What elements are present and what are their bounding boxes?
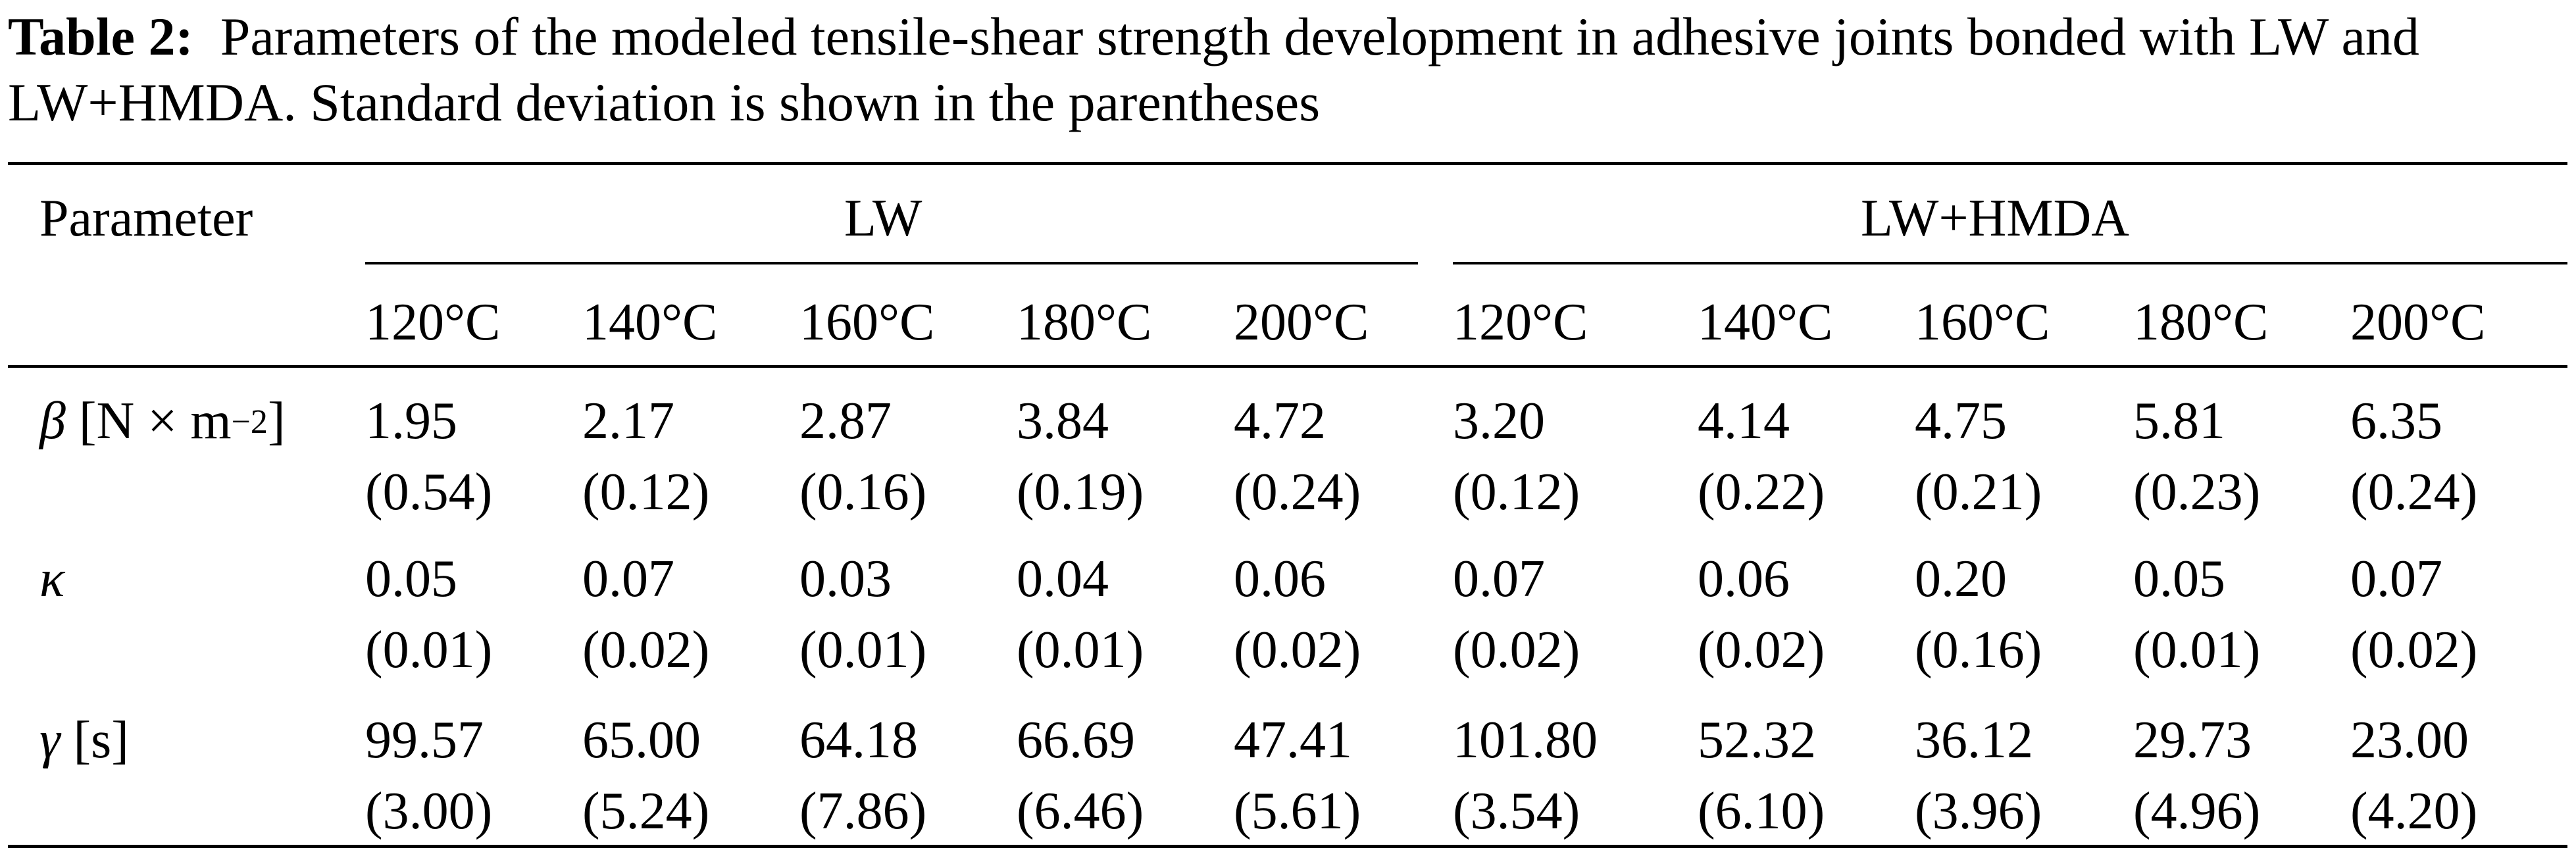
sd-cell: (0.22) [1698,463,1825,521]
param-label: γ [s] [39,707,129,773]
sd-cell: (3.96) [1915,782,2042,840]
group-header-lw: LW [844,189,922,247]
header-rule [8,365,2567,368]
value-cell: 101.80 [1453,711,1598,769]
sd-cell: (0.16) [799,463,927,521]
temp-header-0-3: 180°C [1017,293,1152,351]
param-symbol: γ [39,711,61,769]
param-unit: [s] [60,711,129,769]
value-cell: 1.95 [365,392,457,450]
param-symbol: κ [39,550,65,608]
temp-header-1-0: 120°C [1453,293,1588,351]
value-cell: 0.05 [365,550,457,608]
sd-cell: (3.00) [365,782,493,840]
sd-cell: (0.02) [1234,621,1361,679]
temp-header-1-3: 180°C [2133,293,2269,351]
sd-cell: (4.20) [2350,782,2478,840]
value-cell: 99.57 [365,711,484,769]
value-cell: 2.87 [799,392,892,450]
value-cell: 4.72 [1234,392,1326,450]
value-cell: 47.41 [1234,711,1352,769]
sd-cell: (0.21) [1915,463,2042,521]
temp-header-0-4: 200°C [1234,293,1369,351]
value-cell: 0.07 [1453,550,1545,608]
value-cell: 3.20 [1453,392,1545,450]
value-cell: 0.06 [1698,550,1790,608]
param-symbol: β [39,392,66,450]
sd-cell: (5.61) [1234,782,1361,840]
param-label: β [N × m−2] [39,388,286,454]
value-cell: 36.12 [1915,711,2033,769]
value-cell: 66.69 [1017,711,1135,769]
sd-cell: (0.24) [2350,463,2478,521]
sd-cell: (0.02) [582,621,710,679]
sd-cell: (0.54) [365,463,493,521]
value-cell: 0.04 [1017,550,1109,608]
param-unit: [N × m [65,392,232,450]
group-rule-lw-hmda [1453,262,2567,264]
value-cell: 6.35 [2350,392,2442,450]
value-cell: 4.14 [1698,392,1790,450]
value-cell: 5.81 [2133,392,2225,450]
value-cell: 0.05 [2133,550,2225,608]
sd-cell: (0.01) [365,621,493,679]
temp-header-1-4: 200°C [2350,293,2486,351]
top-rule [8,162,2567,165]
param-unit-exponent: −2 [231,403,268,441]
sd-cell: (6.46) [1017,782,1144,840]
value-cell: 0.20 [1915,550,2007,608]
value-cell: 0.03 [799,550,892,608]
sd-cell: (0.19) [1017,463,1144,521]
value-cell: 2.17 [582,392,674,450]
sd-cell: (5.24) [582,782,710,840]
sd-cell: (0.12) [1453,463,1580,521]
value-cell: 65.00 [582,711,701,769]
value-cell: 4.75 [1915,392,2007,450]
caption-text: Parameters of the modeled tensile-shear … [8,7,2419,132]
value-cell: 0.06 [1234,550,1326,608]
temp-header-0-1: 140°C [582,293,718,351]
sd-cell: (0.12) [582,463,710,521]
temp-header-1-2: 160°C [1915,293,2050,351]
bottom-rule [8,845,2567,848]
sd-cell: (0.02) [1698,621,1825,679]
value-cell: 0.07 [582,550,674,608]
sd-cell: (4.96) [2133,782,2261,840]
group-rule-lw [365,262,1418,264]
value-cell: 29.73 [2133,711,2252,769]
caption-label: Table 2: [8,7,193,66]
group-header-lw-hmda: LW+HMDA [1861,189,2130,247]
sd-cell: (0.01) [1017,621,1144,679]
param-header: Parameter [39,189,253,247]
value-cell: 23.00 [2350,711,2469,769]
value-cell: 64.18 [799,711,918,769]
sd-cell: (0.24) [1234,463,1361,521]
temp-header-1-1: 140°C [1698,293,1833,351]
sd-cell: (0.23) [2133,463,2261,521]
value-cell: 3.84 [1017,392,1109,450]
sd-cell: (0.16) [1915,621,2042,679]
sd-cell: (0.01) [799,621,927,679]
value-cell: 52.32 [1698,711,1816,769]
param-label: κ [39,546,64,612]
value-cell: 0.07 [2350,550,2442,608]
sd-cell: (7.86) [799,782,927,840]
temp-header-0-2: 160°C [799,293,935,351]
temp-header-0-0: 120°C [365,293,501,351]
param-unit-close: ] [267,392,286,450]
sd-cell: (3.54) [1453,782,1580,840]
sd-cell: (6.10) [1698,782,1825,840]
sd-cell: (0.02) [2350,621,2478,679]
sd-cell: (0.01) [2133,621,2261,679]
table-caption: Table 2: Parameters of the modeled tensi… [8,4,2567,136]
sd-cell: (0.02) [1453,621,1580,679]
